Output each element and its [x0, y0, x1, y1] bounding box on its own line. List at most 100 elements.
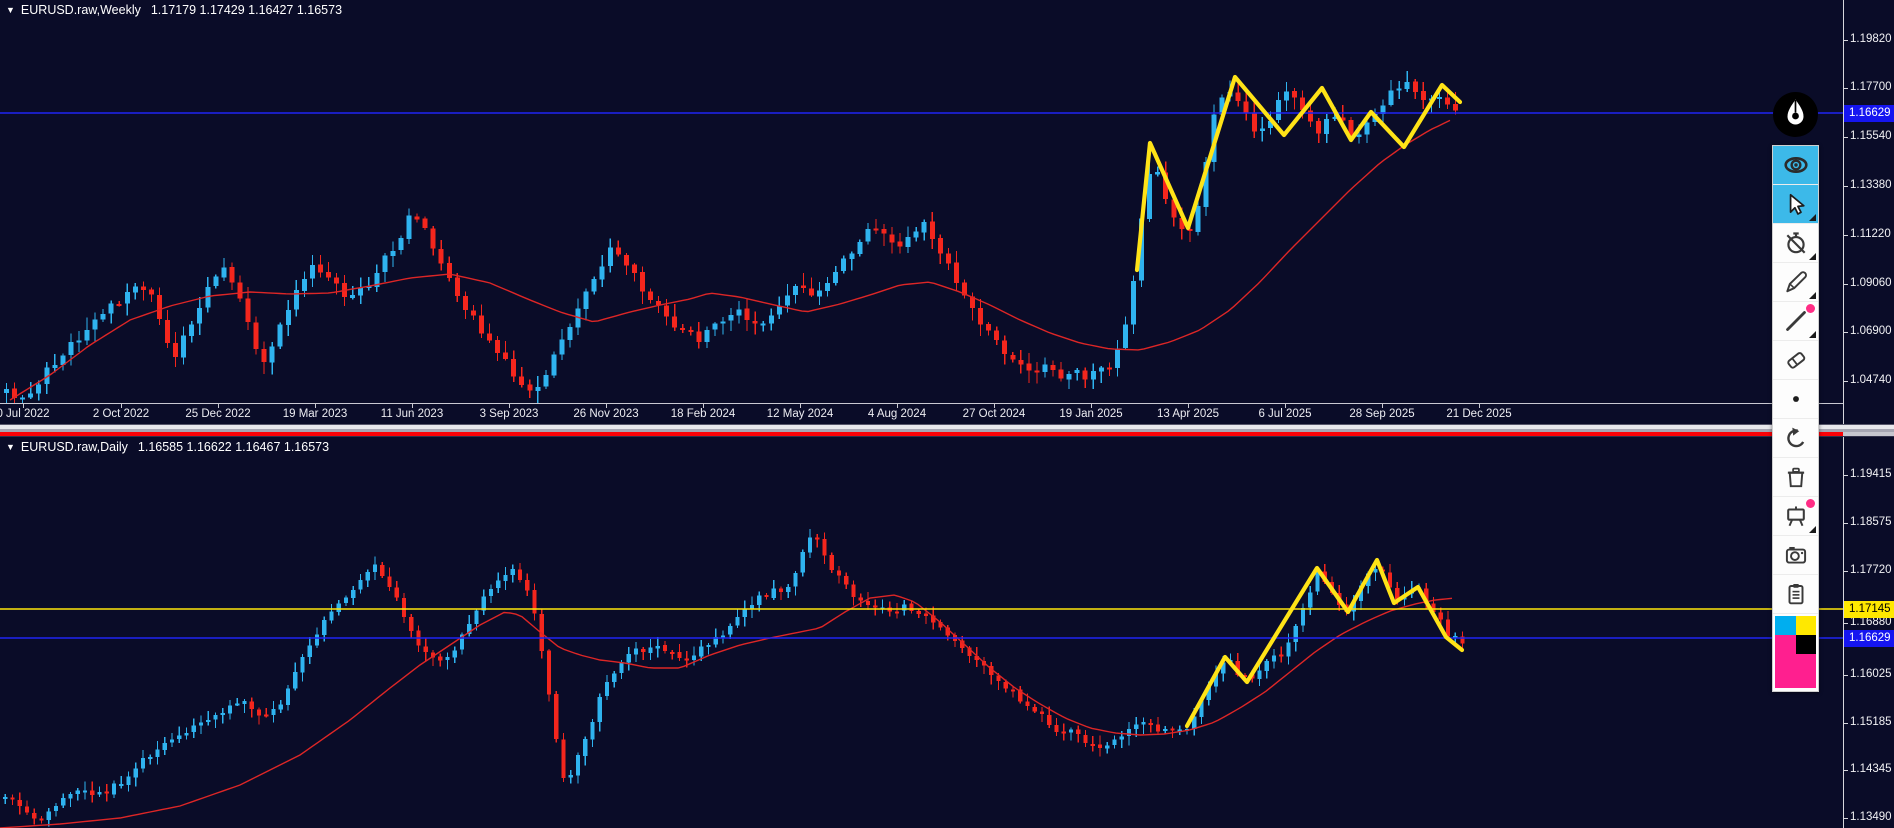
candlesticks-layer [4, 70, 1458, 403]
weekly-price-scale[interactable]: 1.19820 1.17700 1.15540 1.13380 1.11220 1.090… [1843, 0, 1894, 424]
price-scale-label: 1.16880 [1850, 616, 1892, 628]
palette-color-magenta[interactable] [1775, 635, 1796, 654]
daily-chart-panel: ▼ EURUSD.raw,Daily 1.16585 1.16622 1.16467… [0, 437, 1894, 828]
price-scale-tick [1844, 723, 1848, 724]
date-axis-tick [1479, 404, 1480, 408]
date-axis-tick [412, 404, 413, 408]
palette-selected-color[interactable] [1775, 654, 1816, 688]
price-scale-label: 1.16025 [1850, 668, 1892, 680]
daily-plot-area[interactable] [0, 437, 1843, 828]
price-scale-tick [1844, 332, 1848, 333]
date-axis-label: 4 Aug 2024 [867, 408, 927, 420]
collapse-triangle-icon[interactable]: ▼ [6, 442, 15, 452]
tool-camera-button[interactable] [1773, 536, 1818, 575]
price-scale-tick [1844, 475, 1848, 476]
tool-easel-button[interactable] [1773, 497, 1818, 536]
weekly-chart-title: ▼ EURUSD.raw,Weekly 1.17179 1.17429 1.1642… [6, 3, 342, 17]
price-scale-label: 1.17720 [1850, 564, 1892, 576]
daily-price-scale[interactable]: 1.19415 1.18575 1.17720 1.16880 1.16025 1.151… [1843, 437, 1894, 828]
date-axis-label: 11 Jun 2023 [380, 408, 444, 420]
price-scale-label: 1.17700 [1850, 81, 1892, 93]
eraser-icon [1783, 347, 1809, 373]
price-scale-tick [1844, 284, 1848, 285]
tool-pencil-button[interactable] [1773, 263, 1818, 302]
daily-symbol-label: EURUSD.raw,Daily [20, 440, 128, 454]
trash-icon [1783, 464, 1809, 490]
tool-clipboard-button[interactable] [1773, 575, 1818, 614]
price-scale-tick [1844, 675, 1848, 676]
collapse-triangle-icon[interactable]: ▼ [6, 5, 15, 15]
weekly-chart-panel: ▼ EURUSD.raw,Weekly 1.17179 1.17429 1.1642… [0, 0, 1894, 424]
dot-icon [1783, 386, 1809, 412]
corner-options-triangle-icon [1809, 292, 1816, 299]
price-scale-label: 1.04740 [1850, 374, 1892, 386]
splitter-bottom-edge [0, 436, 1894, 437]
date-axis-label: 21 Dec 2025 [1446, 408, 1512, 420]
date-axis-label: 0 Jul 2022 [0, 408, 50, 420]
moving-average-line [9, 119, 1451, 401]
date-axis-tick [1382, 404, 1383, 408]
chart-splitter[interactable] [0, 424, 1894, 437]
tool-cursor-button[interactable] [1773, 185, 1818, 224]
palette-color-cyan[interactable] [1775, 616, 1796, 635]
weekly-date-axis[interactable]: 0 Jul 2022 2 Oct 2022 25 Dec 2022 19 Mar 20… [0, 403, 1843, 425]
corner-options-triangle-icon [1809, 214, 1816, 221]
tool-color-dot [1806, 304, 1815, 313]
price-scale-label: 1.09060 [1850, 277, 1892, 289]
easel-icon [1783, 503, 1809, 529]
corner-options-triangle-icon [1809, 253, 1816, 260]
tool-eraser-button[interactable] [1773, 341, 1818, 380]
price-scale-label: 1.15185 [1850, 716, 1892, 728]
date-axis-label: 3 Sep 2023 [479, 408, 539, 420]
tool-timer-off-button[interactable] [1773, 224, 1818, 263]
tool-dot-button[interactable] [1773, 380, 1818, 419]
date-axis-label: 25 Dec 2022 [185, 408, 251, 420]
price-scale-label: 1.19415 [1850, 468, 1892, 480]
price-scale-tick [1844, 623, 1848, 624]
cursor-icon [1783, 191, 1809, 217]
date-axis-label: 6 Jul 2025 [1258, 408, 1312, 420]
splitter-red-line [0, 432, 1843, 436]
splitter-band-shadow [0, 429, 1894, 432]
price-scale-label: 1.06900 [1850, 325, 1892, 337]
date-axis-label: 19 Jan 2025 [1059, 408, 1123, 420]
price-scale-tick [1844, 235, 1848, 236]
date-axis-tick [23, 404, 24, 408]
price-scale-tick [1844, 770, 1848, 771]
current-price-badge: 1.16629 [1844, 630, 1894, 647]
date-axis-tick [606, 404, 607, 408]
ink-pen-button[interactable] [1772, 91, 1819, 138]
daily-ohlc-values: 1.16585 1.16622 1.16467 1.16573 [137, 440, 330, 454]
price-scale-label: 1.13380 [1850, 179, 1892, 191]
tool-trend-line-button[interactable] [1773, 302, 1818, 341]
date-axis-tick [994, 404, 995, 408]
price-scale-tick [1844, 88, 1848, 89]
price-scale-tick [1844, 818, 1848, 819]
drawing-toolbar [1772, 145, 1819, 692]
palette-color-yellow[interactable] [1795, 616, 1816, 635]
color-palette [1773, 614, 1818, 691]
date-axis-tick [315, 404, 316, 408]
price-scale-tick [1844, 186, 1848, 187]
price-scale-label: 1.18575 [1850, 516, 1892, 528]
date-axis-label: 12 May 2024 [766, 408, 834, 420]
current-price-badge: 1.17145 [1844, 601, 1894, 618]
tool-trash-button[interactable] [1773, 458, 1818, 497]
date-axis-tick [121, 404, 122, 408]
candlesticks-layer [3, 528, 1465, 827]
price-scale-tick [1844, 137, 1848, 138]
timer-off-icon [1783, 230, 1809, 256]
date-axis-label: 26 Nov 2023 [573, 408, 639, 420]
tool-eye-button[interactable] [1773, 146, 1818, 185]
tool-undo-button[interactable] [1773, 419, 1818, 458]
palette-color-black[interactable] [1795, 635, 1816, 654]
splitter-band [0, 425, 1894, 429]
price-scale-label: 1.13490 [1850, 811, 1892, 823]
daily-chart-title: ▼ EURUSD.raw,Daily 1.16585 1.16622 1.16467… [6, 440, 329, 454]
trend-line-icon [1783, 308, 1809, 334]
date-axis-label: 27 Oct 2024 [962, 408, 1026, 420]
weekly-plot-area[interactable] [0, 0, 1843, 403]
weekly-ohlc-values: 1.17179 1.17429 1.16427 1.16573 [150, 3, 343, 17]
date-axis-label: 19 Mar 2023 [282, 408, 348, 420]
